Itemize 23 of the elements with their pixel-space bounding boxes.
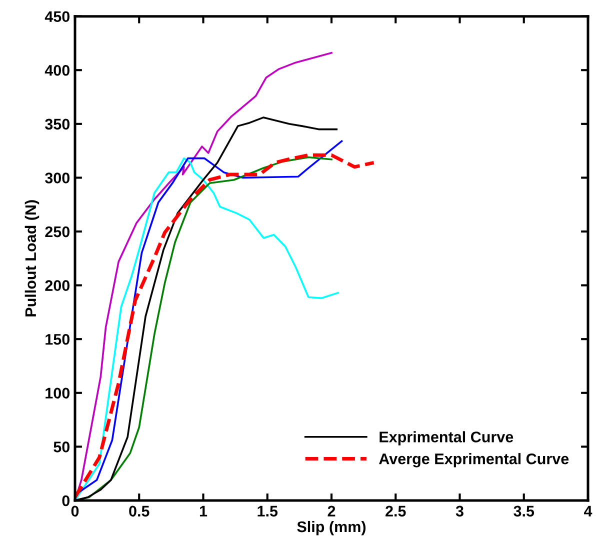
y-tick-label: 300: [45, 172, 70, 184]
y-axis-title: Pullout Load (N): [24, 200, 40, 316]
x-tick-label: 2.5: [386, 506, 406, 517]
y-tick-label: 100: [46, 388, 70, 399]
y-tick-label: 150: [46, 334, 70, 345]
y-tick-label: 0: [62, 495, 70, 506]
x-tick-label: 3.5: [514, 506, 534, 517]
y-tick-label: 350: [45, 118, 70, 130]
legend-label: Exprimental Curve: [380, 431, 514, 446]
y-tick-label: 250: [45, 226, 70, 238]
x-tick-label: 1.5: [258, 506, 278, 517]
y-tick-label: 50: [54, 442, 70, 452]
x-tick-label: 1: [200, 506, 208, 516]
y-tick-label: 200: [45, 280, 70, 291]
y-tick-label: 400: [44, 64, 70, 76]
x-tick-label: 2: [328, 506, 336, 516]
x-tick-label: 0: [71, 506, 79, 517]
x-tick-label: 0.5: [129, 506, 150, 517]
y-tick-label: 450: [44, 11, 70, 22]
x-axis-title: Slip (mm): [297, 520, 366, 536]
x-tick-label: 4: [584, 506, 592, 516]
legend-label: Averge Exprimental Curve: [379, 453, 569, 468]
x-tick-label: 3: [456, 506, 464, 517]
